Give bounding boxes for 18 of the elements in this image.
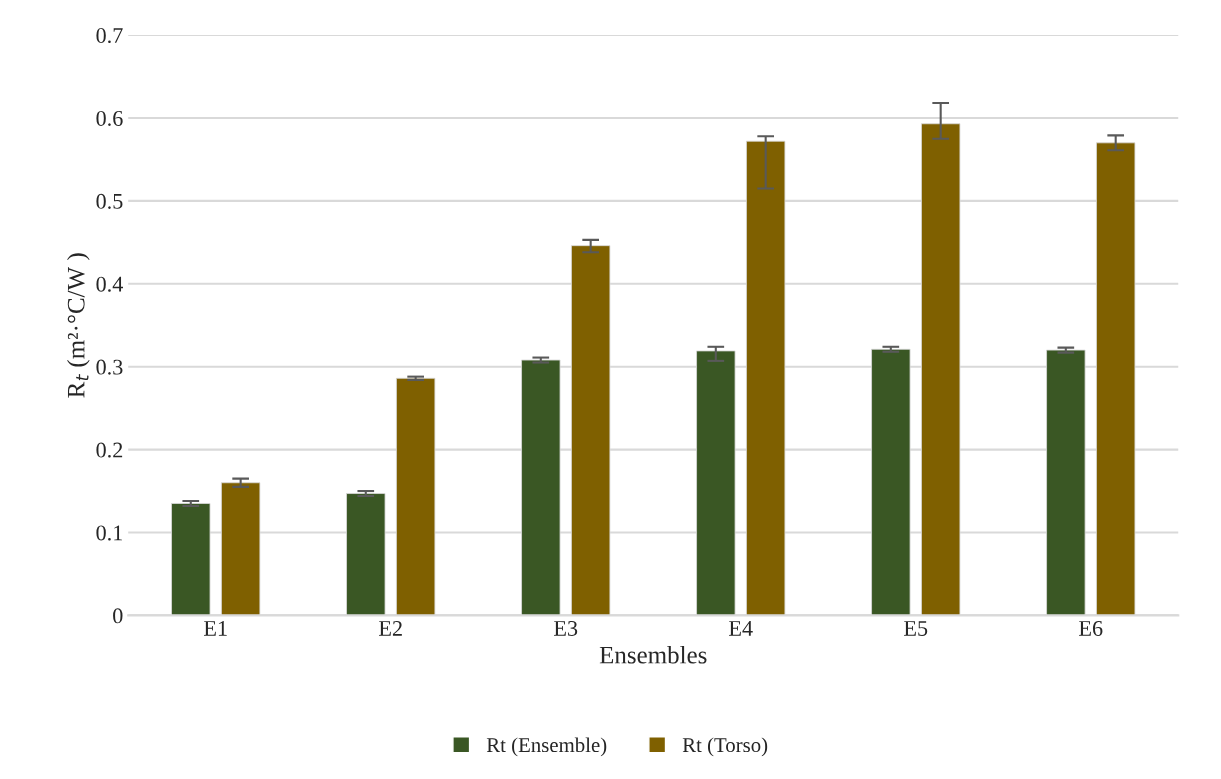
legend-label: Rt (Torso) — [682, 737, 768, 757]
y-tick-label: 0.1 — [96, 525, 123, 541]
x-tick-label: E4 — [729, 621, 753, 636]
x-tick-label: E5 — [904, 621, 928, 636]
y-axis-title: R$_{t}$ (m²·°C/W ) — [67, 253, 90, 398]
y-tick-label: 0 — [113, 608, 123, 624]
x-tick-label: E2 — [379, 620, 402, 636]
y-tick-label: 0.4 — [96, 276, 123, 292]
y-tick-label: 0.3 — [96, 359, 123, 375]
y-tick-label: 0.7 — [96, 27, 123, 44]
y-tick-label: 0.2 — [96, 442, 123, 458]
legend-label: Rt (Ensemble) — [486, 737, 607, 757]
x-tick-label: E1 — [204, 621, 227, 636]
x-tick-label: E6 — [1079, 620, 1103, 636]
x-tick-label: E3 — [554, 620, 578, 636]
y-tick-label: 0.6 — [96, 110, 123, 126]
y-tick-label: 0.5 — [96, 193, 123, 209]
x-axis-title: Ensembles — [599, 645, 707, 664]
